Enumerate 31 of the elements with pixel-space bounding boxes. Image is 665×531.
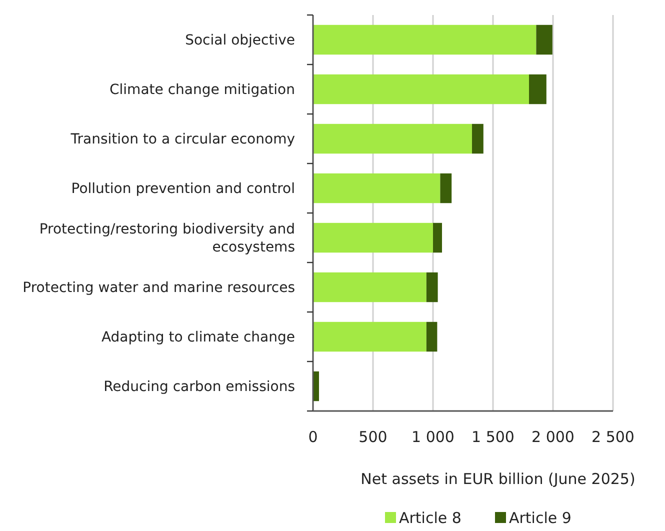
bar [313, 24, 536, 55]
y-tick-label: Protecting water and marine resources [22, 280, 295, 296]
bar [426, 272, 438, 302]
x-tick-label: 1 500 [472, 428, 514, 446]
x-tick-label: 1 000 [412, 428, 454, 446]
bar [313, 322, 426, 352]
legend-label: Article 9 [509, 509, 572, 527]
x-tick-label: 2 000 [532, 428, 574, 446]
y-tick-label: Pollution prevention and control [71, 181, 295, 198]
y-tick-label: Climate change mitigation [110, 82, 295, 98]
y-tick-label: Transition to a circular economy [70, 132, 295, 148]
y-tick-label: Protecting/restoring biodiversity and ecosystems [39, 222, 295, 256]
bar [313, 74, 529, 104]
bar [313, 124, 472, 154]
bar [440, 173, 452, 204]
bar [472, 124, 484, 154]
bar [313, 272, 426, 302]
bar [313, 173, 440, 204]
bar [426, 322, 438, 352]
x-axis-title: Net assets in EUR billion (June 2025) [360, 470, 636, 488]
y-tick-label: Social objective [185, 32, 295, 49]
legend-label: Article 8 [399, 509, 462, 527]
bar [433, 222, 442, 253]
y-tick-label: Adapting to climate change [101, 330, 295, 346]
y-tick-label: Reducing carbon emissions [104, 379, 295, 396]
bar [529, 74, 546, 104]
x-tick-label: 2 500 [592, 428, 634, 446]
x-tick-label: 0 [308, 428, 318, 446]
x-tick-label: 500 [358, 428, 388, 446]
bar [536, 24, 552, 55]
bar [313, 222, 433, 253]
